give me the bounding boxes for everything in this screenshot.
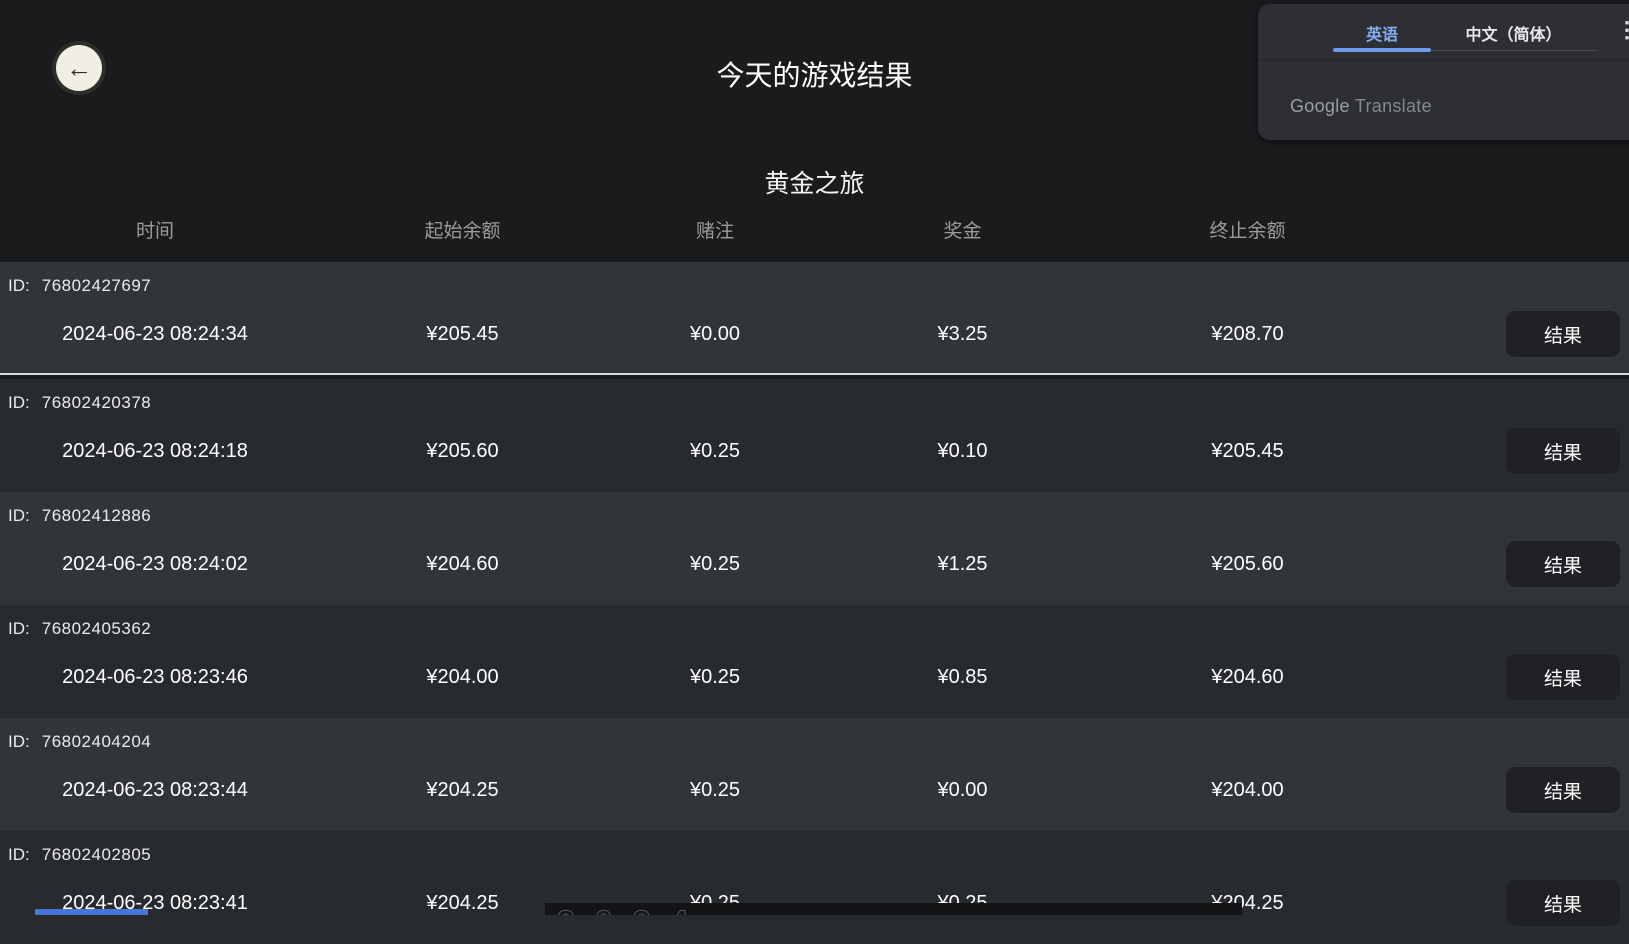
result-button[interactable]: 结果: [1506, 428, 1620, 474]
table-row: ID: 76802420378 2024-06-23 08:24:18 ¥205.…: [0, 379, 1629, 492]
bottom-overlay-partial-text: 2024: [556, 904, 708, 916]
cell-bet: ¥0.00: [689, 322, 741, 345]
cell-bet: ¥0.25: [689, 439, 741, 462]
cell-start-balance: ¥204.25: [426, 891, 499, 914]
bottom-overlay-bar: 2024: [545, 903, 1242, 915]
row-id-line: ID: 76802420378: [0, 393, 1629, 413]
cell-prize: ¥3.25: [937, 322, 988, 345]
cell-prize: ¥0.10: [937, 439, 988, 462]
id-label: ID:: [8, 732, 30, 751]
translate-tab-bar: 英语 中文（简体）: [1258, 4, 1629, 56]
game-id: 76802427697: [41, 276, 152, 295]
cell-prize: ¥0.00: [937, 778, 988, 801]
translate-panel-divider: [1258, 60, 1629, 61]
google-translate-panel: 英语 中文（简体） Google Translate: [1258, 4, 1629, 140]
row-id-line: ID: 76802412886: [0, 506, 1629, 526]
cell-start-balance: ¥204.00: [426, 665, 499, 688]
table-row: ID: 76802402805 2024-06-23 08:23:41 ¥204.…: [0, 831, 1629, 944]
id-label: ID:: [8, 276, 30, 295]
tab-english[interactable]: 英语: [1333, 21, 1431, 45]
page-title: 今天的游戏结果: [716, 60, 913, 91]
row-id-line: ID: 76802402805: [0, 845, 1629, 865]
result-button[interactable]: 结果: [1506, 654, 1620, 700]
table-row: ID: 76802412886 2024-06-23 08:24:02 ¥204.…: [0, 492, 1629, 605]
game-id: 76802405362: [41, 619, 152, 638]
cell-start-balance: ¥205.45: [426, 322, 499, 345]
cell-start-balance: ¥204.25: [426, 778, 499, 801]
cell-start-balance: ¥204.60: [426, 552, 499, 575]
brand-translate: Translate: [1354, 96, 1432, 116]
cell-bet: ¥0.25: [689, 778, 741, 801]
cell-bet: ¥0.25: [689, 665, 741, 688]
row-id-line: ID: 76802427697: [0, 276, 1629, 296]
game-title: 黄金之旅: [764, 170, 865, 198]
cell-bet: ¥0.25: [689, 552, 741, 575]
cell-time: 2024-06-23 08:24:18: [62, 439, 248, 462]
table-row: ID: 76802404204 2024-06-23 08:23:44 ¥204.…: [0, 718, 1629, 831]
translate-more-options-icon[interactable]: ⋮: [1616, 17, 1629, 42]
table-header-row: 时间 起始余额 赌注 奖金 终止余额: [0, 216, 1629, 243]
game-id: 76802402805: [41, 845, 152, 864]
result-button[interactable]: 结果: [1506, 541, 1620, 587]
brand-google: Google: [1290, 96, 1350, 116]
result-button[interactable]: 结果: [1506, 311, 1620, 357]
tab-chinese-simplified[interactable]: 中文（简体）: [1426, 21, 1601, 45]
cell-end-balance: ¥204.00: [1211, 778, 1284, 801]
cell-time: 2024-06-23 08:23:44: [62, 778, 248, 801]
cell-time: 2024-06-23 08:23:41: [62, 891, 248, 914]
game-id: 76802420378: [41, 393, 152, 412]
column-header-bet: 赌注: [695, 221, 734, 242]
cell-time: 2024-06-23 08:23:46: [62, 665, 248, 688]
result-button[interactable]: 结果: [1506, 880, 1620, 926]
result-button[interactable]: 结果: [1506, 767, 1620, 813]
column-header-start-balance: 起始余额: [424, 221, 501, 242]
results-list: ID: 76802427697 2024-06-23 08:24:34 ¥205.…: [0, 262, 1629, 944]
cell-time: 2024-06-23 08:24:34: [62, 322, 248, 345]
cell-end-balance: ¥205.60: [1211, 552, 1284, 575]
table-row: ID: 76802405362 2024-06-23 08:23:46 ¥204.…: [0, 605, 1629, 718]
back-arrow-icon: ←: [66, 53, 92, 83]
row-id-line: ID: 76802404204: [0, 732, 1629, 752]
back-button[interactable]: ←: [56, 45, 102, 91]
bottom-blue-strip: [35, 909, 148, 915]
id-label: ID:: [8, 393, 30, 412]
game-id: 76802412886: [41, 506, 152, 525]
cell-start-balance: ¥205.60: [426, 439, 499, 462]
cell-end-balance: ¥208.70: [1211, 322, 1284, 345]
cell-prize: ¥1.25: [937, 552, 988, 575]
id-label: ID:: [8, 845, 30, 864]
table-row: ID: 76802427697 2024-06-23 08:24:34 ¥205.…: [0, 262, 1629, 375]
cell-time: 2024-06-23 08:24:02: [62, 552, 248, 575]
game-id: 76802404204: [41, 732, 152, 751]
column-header-prize: 奖金: [943, 221, 982, 242]
column-header-end-balance: 终止余额: [1209, 221, 1286, 242]
active-tab-underline: [1333, 48, 1431, 52]
column-header-spacer: [1385, 216, 1629, 243]
google-translate-logo: Google Translate: [1290, 96, 1432, 117]
column-header-time: 时间: [135, 221, 174, 242]
cell-end-balance: ¥204.60: [1211, 665, 1284, 688]
tab-baseline: [1333, 50, 1597, 51]
game-results-page: { "page": { "title": "今天的游戏结果", "game_ti…: [0, 4, 1629, 944]
cell-end-balance: ¥205.45: [1211, 439, 1284, 462]
id-label: ID:: [8, 619, 30, 638]
id-label: ID:: [8, 506, 30, 525]
row-id-line: ID: 76802405362: [0, 619, 1629, 639]
cell-prize: ¥0.85: [937, 665, 988, 688]
